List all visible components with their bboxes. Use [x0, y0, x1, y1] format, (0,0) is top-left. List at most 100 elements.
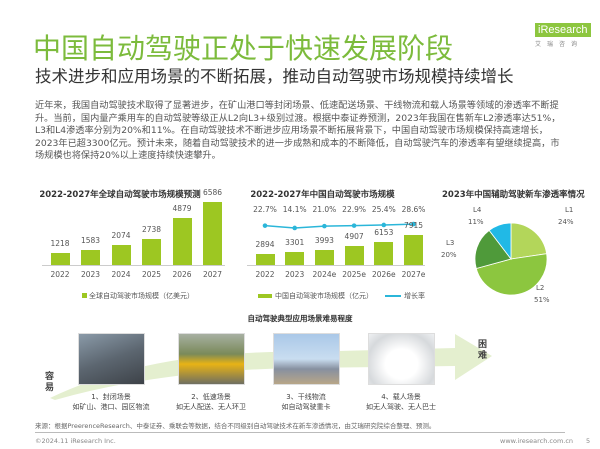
pie-label-l2: L2 — [536, 284, 545, 292]
chart1-title: 2022-2027年全球自动驾驶市场规模预测 — [39, 190, 201, 200]
tick-label: 2022 — [255, 270, 275, 279]
pie-label-l4: L4 — [473, 206, 482, 214]
tick-label: 2027 — [202, 270, 223, 279]
scenario-desc: 如无人驾驶、无人巴士 — [366, 403, 436, 411]
growth-point — [411, 221, 416, 227]
logistics-scene-image — [273, 333, 340, 385]
legend-label-bar: 中国自动驾驶市场规模（亿元） — [275, 292, 373, 300]
data-label: 6153 — [374, 227, 394, 237]
x-axis — [42, 265, 225, 266]
logo-cn: 艾瑞咨询 — [535, 41, 584, 48]
page-title: 中国自动驾驶正处于快速发展阶段 — [33, 32, 454, 65]
data-label: 7915 — [403, 221, 424, 230]
growth-label: 14.1% — [282, 205, 307, 214]
pie-label-l3: L3 — [446, 239, 455, 247]
pie-value-l1: 24% — [558, 218, 574, 226]
scenario-desc: 如矿山、港口、园区物流 — [72, 403, 150, 411]
tick-label: 2026 — [172, 270, 192, 279]
tick-label: 2022 — [50, 270, 70, 279]
tick-label: 2023 — [285, 270, 305, 279]
growth-label: 21.0% — [312, 205, 337, 214]
scenario-title: 自动驾驶典型应用场景难易程度 — [247, 314, 353, 323]
chart2-title: 2022-2027年中国自动驾驶市场规模 — [250, 190, 395, 200]
tick-label: 2025 — [141, 270, 162, 279]
passenger-scene-image — [368, 333, 435, 385]
tick-label: 2024e — [312, 270, 337, 279]
data-label: 2074 — [111, 231, 131, 241]
copyright: ©2024.11 iResearch Inc. — [35, 437, 116, 445]
scenario-name: 4、载人场景 — [381, 393, 421, 401]
growth-point — [351, 223, 357, 228]
legend-swatch-bar — [258, 294, 272, 298]
scenario-3: 3、干线物流 如自动驾驶重卡 — [256, 392, 356, 412]
scenario-1: 1、封闭场景如矿山、港口、园区物流 — [61, 392, 161, 412]
growth-label: 22.9% — [342, 205, 366, 214]
data-label: 2894 — [255, 240, 275, 250]
chart3-title: 2023年中国辅助驾驶新车渗透率情况 — [442, 190, 585, 200]
scenario-2: 2、低速场景如无人配送、无人环卫 — [161, 392, 261, 412]
growth-point — [262, 223, 268, 228]
data-label: 1583 — [80, 235, 101, 245]
growth-point — [381, 222, 387, 228]
scenario-desc: 如无人配送、无人环卫 — [176, 403, 246, 411]
pie-slice-l1 — [510, 222, 548, 260]
pie-value-l3: 20% — [441, 251, 457, 259]
source-note: 来源：根据PreerenceResearch、中泰证券、乘联会等数据，结合不同级… — [35, 422, 436, 430]
tick-label: 2024 — [111, 270, 131, 279]
bar — [404, 235, 423, 265]
tick-label: 2026e — [371, 270, 396, 279]
growth-label: 28.6% — [401, 205, 426, 214]
bar — [285, 252, 305, 265]
page-subtitle: 技术进步和应用场景的不断拓展，推动自动驾驶市场规模持续增长 — [35, 67, 514, 86]
legend-label: 全球自动驾驶市场规模（亿美元） — [89, 292, 194, 300]
bar — [172, 218, 192, 265]
growth-point — [292, 225, 298, 231]
growth-point — [322, 223, 327, 229]
data-label: 3993 — [314, 235, 334, 245]
growth-label: 22.7% — [253, 205, 277, 214]
scenario-4: 4、载人场景如无人驾驶、无人巴士 — [351, 392, 451, 412]
iresearch-logo: iResearch 艾瑞咨询 — [535, 18, 591, 54]
bar — [314, 249, 334, 265]
intro-paragraph: 近年来，我国自动驾驶技术取得了显著进步，在矿山港口等封闭场景、低速配送场景、干线… — [35, 100, 561, 162]
closed-scene-image — [78, 333, 145, 385]
hard-label: 困难 — [478, 340, 488, 361]
data-label: 3301 — [285, 238, 305, 248]
data-label: 4907 — [344, 232, 364, 242]
pie-slice-l3 — [474, 229, 512, 269]
page-number: 5 — [586, 437, 591, 445]
bar — [111, 245, 131, 265]
tick-label: 2027e — [401, 270, 426, 279]
scenario-desc: 如自动驾驶重卡 — [281, 403, 331, 411]
scenario-name: 1、封闭场景 — [91, 393, 131, 401]
tick-label: 2025e — [342, 270, 366, 279]
x-axis — [247, 265, 426, 266]
bar — [255, 254, 275, 265]
website-link[interactable]: www.iresearch.com.cn — [500, 437, 574, 445]
data-label: 6586 — [202, 188, 223, 197]
legend-swatch — [82, 293, 87, 298]
bar — [344, 246, 364, 265]
tick-label: 2023 — [80, 270, 101, 279]
scenario-name: 2、低速场景 — [191, 393, 231, 401]
chart2-legend: 中国自动驾驶市场规模（亿元） 增长率 — [258, 291, 425, 301]
bar — [203, 202, 222, 265]
bar — [81, 249, 100, 265]
pie-value-l4: 11% — [468, 218, 484, 226]
growth-line — [264, 223, 414, 229]
bar — [50, 253, 70, 265]
growth-label: 25.4% — [371, 205, 396, 214]
easy-label: 容易 — [45, 372, 55, 393]
pie-slice-l4 — [488, 222, 512, 261]
bar — [142, 238, 161, 265]
data-label: 4879 — [172, 204, 192, 214]
pie-value-l2: 51% — [534, 296, 550, 304]
legend-label-line: 增长率 — [404, 292, 425, 300]
legend-swatch-line — [385, 295, 401, 297]
chart1-legend: 全球自动驾驶市场规模（亿美元） — [82, 291, 194, 301]
pie-label-l1: L1 — [565, 206, 574, 214]
data-label: 1218 — [50, 239, 70, 249]
footer-divider — [35, 432, 565, 433]
